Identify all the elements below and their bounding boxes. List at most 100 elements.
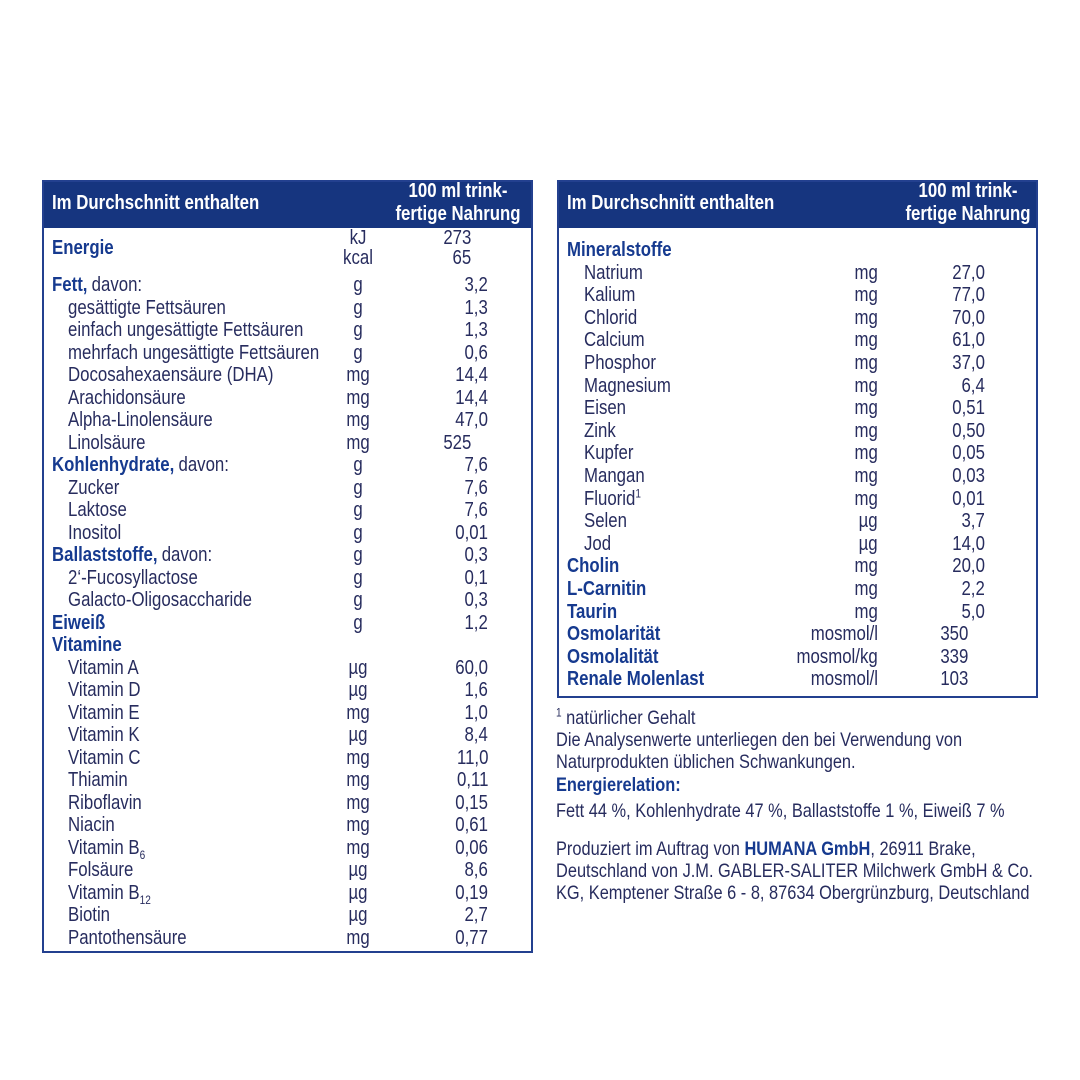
- section-heading: Energie: [52, 237, 114, 259]
- unit: mg: [854, 374, 878, 397]
- item-name: Arachidonsäure: [68, 386, 186, 409]
- item-name: Kupfer: [584, 442, 634, 465]
- unit: mg: [854, 600, 878, 623]
- section-heading: Ballaststoffe,: [52, 544, 158, 566]
- section-heading-row: Osmolarität: [567, 623, 660, 645]
- item-name: Docosahexaensäure (DHA): [68, 364, 274, 386]
- item-label: Inositol: [68, 522, 121, 544]
- item-label: Fluorid1: [584, 487, 641, 510]
- value: 525: [442, 431, 471, 454]
- item-name: Vitamin B: [68, 881, 140, 904]
- value: 3,2: [464, 274, 488, 296]
- value: 61,0: [952, 329, 985, 352]
- value: 14,0: [952, 532, 985, 555]
- value: 0,6: [464, 341, 488, 364]
- value: 14,4: [455, 364, 488, 386]
- header-column: fertige Nahrung: [395, 203, 521, 225]
- producer-before: Produziert im Auftrag von: [556, 838, 745, 860]
- unit: mg: [854, 555, 878, 578]
- item-label: Phosphor: [584, 352, 656, 374]
- item-name: Linolsäure: [68, 431, 146, 454]
- item-label: Kupfer: [584, 442, 634, 464]
- value: 0,77: [455, 926, 488, 949]
- unit: g: [353, 296, 363, 319]
- value: 339: [939, 645, 968, 668]
- value: 0,15: [455, 791, 488, 814]
- unit: mg: [854, 284, 878, 307]
- footnote: 1 natürlicher Gehalt: [556, 707, 1048, 730]
- unit: µg: [858, 510, 878, 533]
- item-label: Galacto-Oligosaccharide: [68, 589, 252, 611]
- item-label: Magnesium: [584, 375, 671, 397]
- item-name: Galacto-Oligosaccharide: [68, 589, 252, 611]
- value: 37,0: [952, 352, 985, 374]
- value: 0,01: [455, 521, 488, 544]
- item-name: Zink: [584, 419, 616, 442]
- value: 0,51: [952, 397, 985, 420]
- item-name: Mangan: [584, 465, 645, 487]
- item-name: Vitamin B: [68, 836, 140, 859]
- value: 1,3: [464, 296, 488, 319]
- header-title: Im Durchschnitt enthalten: [52, 192, 260, 214]
- value: 1,2: [464, 611, 488, 634]
- unit: mg: [346, 791, 370, 814]
- section-heading: Osmolarität: [567, 623, 661, 646]
- item-name: Thiamin: [68, 769, 128, 791]
- analysis-note: Die Analysenwerte unterliegen den bei Ve…: [556, 729, 963, 773]
- value: 47,0: [455, 409, 488, 431]
- table-box: [557, 180, 1038, 698]
- item-label: Calcium: [584, 329, 645, 351]
- item-name: Vitamin E: [68, 701, 140, 724]
- section-heading-row: Osmolalität: [567, 646, 658, 668]
- section-heading: L-Carnitin: [567, 578, 647, 600]
- item-label: gesättigte Fettsäuren: [68, 297, 226, 319]
- section-heading-row: Mineralstoffe: [567, 239, 672, 261]
- unit: mosmol/l: [810, 623, 878, 646]
- section-heading-row: Taurin: [567, 601, 617, 623]
- value: 1,3: [464, 319, 488, 341]
- value: 11,0: [456, 746, 488, 769]
- section-heading: Renale Molenlast: [567, 668, 705, 691]
- footnote-text: natürlicher Gehalt: [566, 707, 696, 729]
- item-label: Vitamin A: [68, 657, 139, 679]
- item-label: 2‘-Fucosyllactose: [68, 567, 198, 589]
- value: 65: [452, 247, 471, 269]
- section-heading: Mineralstoffe: [567, 239, 672, 261]
- producer-after: , 26911 Brake, Deutschland von J.M. GABL…: [556, 838, 1033, 904]
- section-heading: Fett,: [52, 274, 88, 296]
- item-name: Eisen: [584, 397, 627, 420]
- item-subscript: 12: [139, 892, 151, 907]
- unit: mg: [346, 814, 370, 836]
- unit: mg: [346, 431, 370, 454]
- value: 1,6: [464, 679, 488, 701]
- item-label: Arachidonsäure: [68, 387, 186, 409]
- item-label: Vitamin D: [68, 679, 141, 701]
- item-name: Vitamin D: [68, 679, 141, 701]
- unit: mg: [854, 487, 878, 510]
- unit: µg: [348, 656, 368, 679]
- unit: mg: [854, 465, 878, 487]
- value: 77,0: [952, 284, 985, 307]
- unit: g: [353, 611, 363, 634]
- item-label: Folsäure: [68, 859, 133, 881]
- value: 8,4: [464, 724, 488, 746]
- unit: mg: [346, 364, 370, 386]
- item-label: Vitamin E: [68, 702, 140, 724]
- value: 1,0: [464, 701, 488, 724]
- unit: mg: [346, 746, 370, 769]
- value: 27,0: [952, 261, 985, 284]
- unit: g: [353, 476, 363, 499]
- section-heading: Taurin: [567, 600, 618, 623]
- unit: mg: [346, 836, 370, 859]
- section-heading-row: Eiweiß: [52, 612, 105, 634]
- unit: µg: [858, 532, 878, 555]
- item-name: einfach ungesättigte Fettsäuren: [68, 319, 304, 341]
- item-name: Jod: [584, 532, 612, 555]
- unit: mg: [854, 578, 878, 600]
- section-heading: Kohlenhydrate,: [52, 454, 175, 476]
- unit: g: [353, 544, 363, 566]
- unit: mg: [346, 701, 370, 724]
- item-name: Selen: [584, 510, 627, 533]
- item-label: Chlorid: [584, 307, 637, 329]
- section-heading: Eiweiß: [52, 611, 106, 634]
